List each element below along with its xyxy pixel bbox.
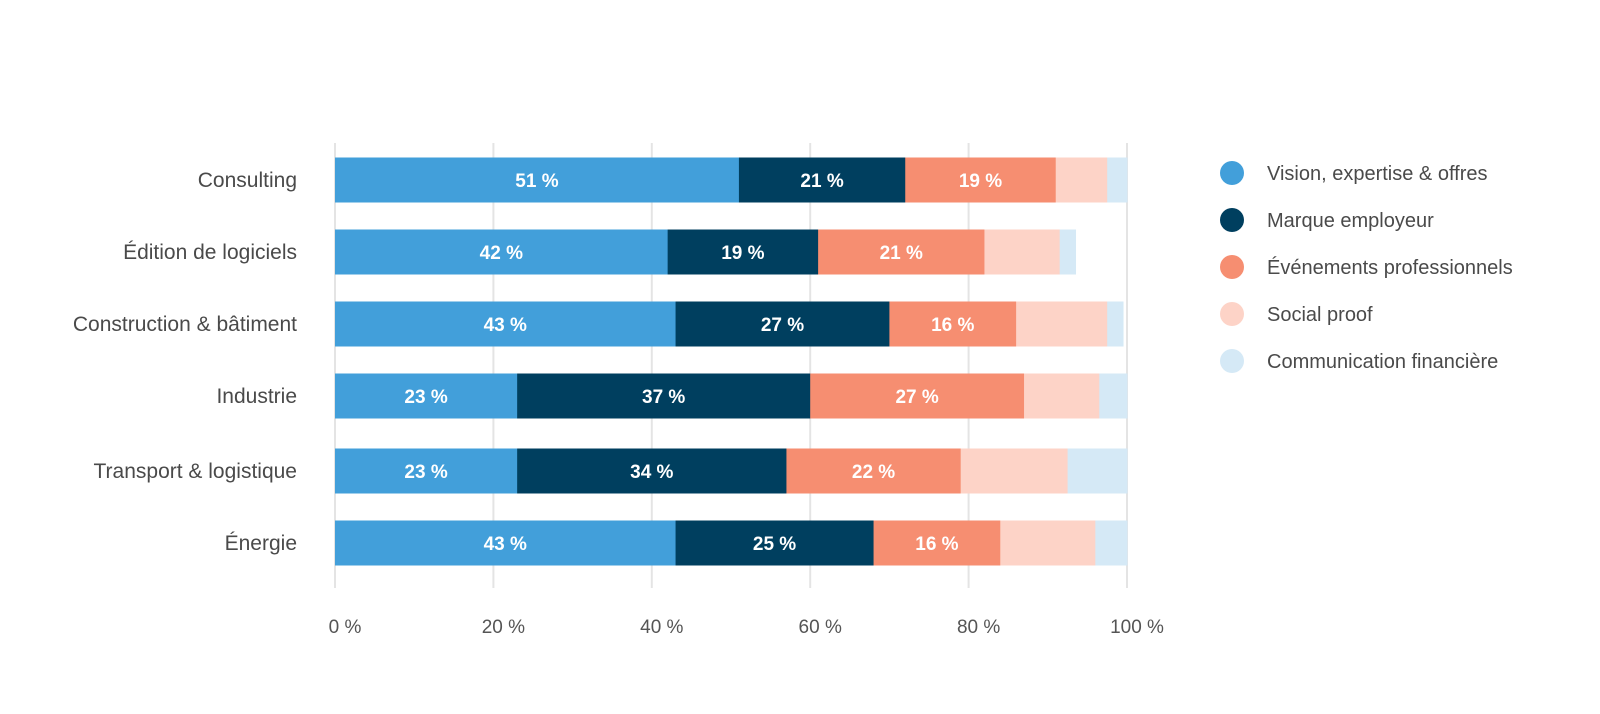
legend-item: Marque employeur [1220, 208, 1434, 232]
bar-segment [738, 157, 906, 203]
legend-label: Événements professionnels [1267, 256, 1513, 279]
bar-segment [675, 301, 890, 347]
category-label: Énergie [225, 532, 297, 555]
category-label: Édition de logiciels [123, 241, 297, 264]
bar-segment [889, 301, 1017, 347]
bar-segment [667, 229, 819, 275]
legend-label: Vision, expertise & offres [1267, 163, 1488, 185]
data-label: 23 % [404, 462, 447, 483]
bar-segment [1099, 373, 1128, 419]
legend-item: Vision, expertise & offres [1220, 161, 1488, 185]
data-label: 37 % [642, 387, 685, 408]
bar-segment [517, 373, 811, 419]
legend-swatch [1220, 255, 1244, 279]
bar-segment [1016, 301, 1108, 347]
x-tick-label: 20 % [482, 617, 525, 638]
gridlines [334, 143, 1128, 588]
data-label: 21 % [800, 171, 843, 192]
data-label: 19 % [959, 171, 1002, 192]
legend-label: Communication financière [1267, 351, 1498, 373]
category-label: Transport & logistique [94, 460, 298, 483]
data-label: 43 % [484, 534, 527, 555]
bar-segment [1067, 448, 1128, 494]
bar-segment [335, 520, 677, 566]
data-label: 34 % [630, 462, 673, 483]
legend-label: Marque employeur [1267, 210, 1434, 232]
legend-swatch [1220, 208, 1244, 232]
x-tick-label: 80 % [957, 617, 1000, 638]
data-label: 21 % [880, 243, 923, 264]
bar-segment [335, 229, 669, 275]
legend-swatch [1220, 302, 1244, 326]
bar-segment [984, 229, 1061, 275]
bar-segment [517, 448, 787, 494]
x-tick-label: 40 % [640, 617, 683, 638]
legend-item: Social proof [1220, 302, 1373, 326]
bar-segment [335, 157, 740, 203]
data-label: 16 % [915, 534, 958, 555]
legend-item: Communication financière [1220, 349, 1498, 373]
x-tick-label: 0 % [329, 617, 362, 638]
bar-segment [1107, 301, 1124, 347]
legend: Vision, expertise & offres Marque employe… [1220, 161, 1513, 373]
bar-segment [335, 448, 518, 494]
bar-segment [1000, 520, 1096, 566]
bar-segment [818, 229, 985, 275]
bar-segment [1095, 520, 1128, 566]
data-label: 51 % [515, 171, 558, 192]
bar-segment [1024, 373, 1100, 419]
data-label: 19 % [721, 243, 764, 264]
category-label: Industrie [216, 385, 297, 408]
bar-segment [1055, 157, 1108, 203]
legend-swatch [1220, 161, 1244, 185]
x-tick-label: 100 % [1110, 617, 1164, 638]
data-label: 43 % [484, 315, 527, 336]
bar-segment [335, 301, 677, 347]
bar-segment [786, 448, 962, 494]
data-label: 25 % [753, 534, 796, 555]
category-label: Consulting [198, 169, 297, 192]
data-label: 22 % [852, 462, 895, 483]
category-label: Construction & bâtiment [73, 313, 297, 336]
bar-segment [873, 520, 1001, 566]
data-label: 16 % [931, 315, 974, 336]
bar-segment [960, 448, 1069, 494]
bar-segment [905, 157, 1057, 203]
data-label: 27 % [761, 315, 804, 336]
legend-item: Événements professionnels [1220, 255, 1513, 279]
bar-segment [675, 520, 875, 566]
bar-segment [1059, 229, 1077, 275]
legend-label: Social proof [1267, 304, 1373, 326]
bar-segment [1107, 157, 1128, 203]
bar-segment [335, 373, 518, 419]
category-labels: Consulting Édition de logiciels Constructi… [73, 169, 297, 555]
legend-swatch [1220, 349, 1244, 373]
data-label: 27 % [895, 387, 938, 408]
x-tick-label: 60 % [799, 617, 842, 638]
bars: 51 % 21 % 19 % 42 % 19 % 21 % 43 % 27 % 16 % 23 %… [335, 157, 1128, 566]
x-axis-tick-labels: 0 % 20 % 40 % 60 % 80 % 100 % [329, 617, 1164, 638]
bar-segment [810, 373, 1025, 419]
data-label: 23 % [404, 387, 447, 408]
data-label: 42 % [480, 243, 523, 264]
